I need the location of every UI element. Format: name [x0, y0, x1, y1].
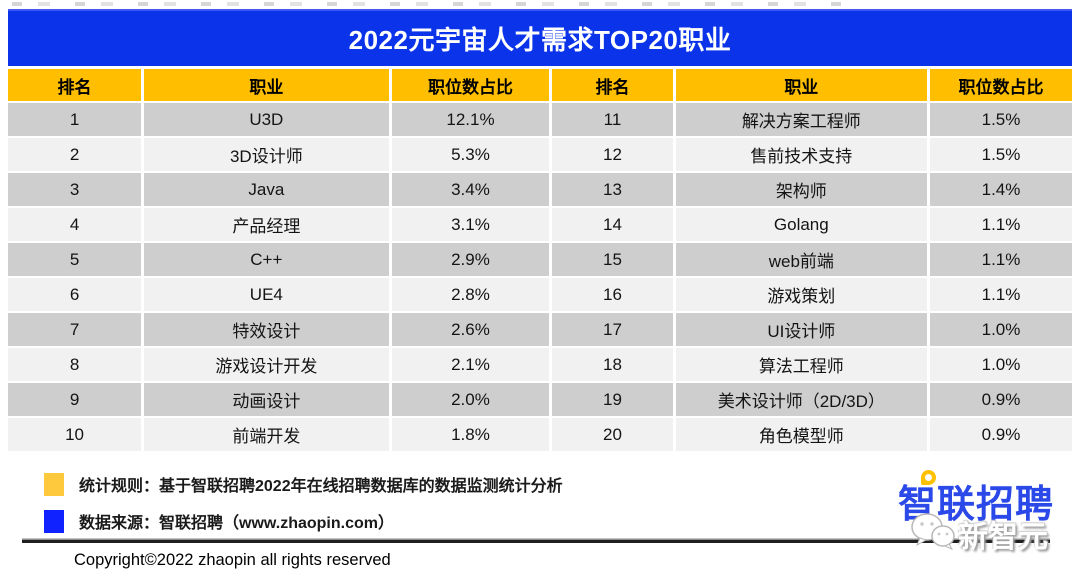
- legend-label: 统计规则：基于智联招聘2022年在线招聘数据库的数据监测统计分析: [79, 478, 563, 495]
- job-cell: 算法工程师: [675, 348, 928, 381]
- rank-cell: 18: [552, 348, 673, 381]
- share-cell: 1.0%: [930, 348, 1072, 381]
- job-cell: 前端开发: [144, 418, 389, 451]
- location-pin-icon: [920, 470, 936, 485]
- share-cell: 0.9%: [930, 418, 1072, 451]
- rank-cell: 6: [8, 278, 142, 311]
- job-cell: 售前技术支持: [675, 138, 928, 171]
- share-cell: 1.0%: [930, 313, 1072, 346]
- copyright-text: Copyright©2022 zhaopin all rights reserv…: [74, 551, 391, 569]
- job-cell: 产品经理: [144, 208, 389, 241]
- table-row: 6 UE4 2.8% 16 游戏策划 1.1%: [8, 278, 1072, 311]
- legend-label: 数据来源：智联招聘（www.zhaopin.com）: [79, 515, 394, 532]
- legend-swatch-yellow: [44, 472, 64, 496]
- job-cell: 架构师: [675, 173, 928, 206]
- rank-cell: 2: [8, 138, 142, 171]
- job-cell: C++: [144, 243, 389, 276]
- legend-item-stat-rule: 统计规则：基于智联招聘2022年在线招聘数据库的数据监测统计分析: [44, 472, 563, 496]
- footer: 统计规则：基于智联招聘2022年在线招聘数据库的数据监测统计分析 数据来源：智联…: [8, 451, 1072, 583]
- legend: 统计规则：基于智联招聘2022年在线招聘数据库的数据监测统计分析 数据来源：智联…: [44, 472, 563, 546]
- title-bar: 2022元宇宙人才需求TOP20职业: [8, 9, 1072, 66]
- column-header-job: 职业: [144, 69, 389, 101]
- share-cell: 0.9%: [930, 383, 1072, 416]
- job-cell: Golang: [675, 208, 928, 241]
- rank-cell: 7: [8, 313, 142, 346]
- rank-cell: 13: [552, 173, 673, 206]
- job-cell: UE4: [144, 278, 389, 311]
- column-header-share: 职位数占比: [930, 69, 1072, 101]
- rank-cell: 4: [8, 208, 142, 241]
- table-row: 10 前端开发 1.8% 20 角色模型师 0.9%: [8, 418, 1072, 451]
- watermark: 新智元: [910, 511, 1048, 556]
- job-cell: U3D: [144, 103, 389, 136]
- rank-cell: 16: [552, 278, 673, 311]
- table-row: 1 U3D 12.1% 11 解决方案工程师 1.5%: [8, 103, 1072, 136]
- column-header-rank: 排名: [8, 69, 142, 101]
- share-cell: 2.8%: [391, 278, 550, 311]
- table-row: 9 动画设计 2.0% 19 美术设计师（2D/3D） 0.9%: [8, 383, 1072, 416]
- share-cell: 12.1%: [391, 103, 550, 136]
- share-cell: 1.4%: [930, 173, 1072, 206]
- rank-cell: 15: [552, 243, 673, 276]
- table-row: 8 游戏设计开发 2.1% 18 算法工程师 1.0%: [8, 348, 1072, 381]
- share-cell: 3.1%: [391, 208, 550, 241]
- rank-cell: 5: [8, 243, 142, 276]
- job-cell: 美术设计师（2D/3D）: [675, 383, 928, 416]
- column-header-rank: 排名: [552, 69, 673, 101]
- table-row: 7 特效设计 2.6% 17 UI设计师 1.0%: [8, 313, 1072, 346]
- job-cell: 解决方案工程师: [675, 103, 928, 136]
- share-cell: 1.5%: [930, 138, 1072, 171]
- rank-cell: 14: [552, 208, 673, 241]
- job-cell: 角色模型师: [675, 418, 928, 451]
- clipped-text-remnant: [12, 2, 847, 6]
- share-cell: 1.1%: [930, 278, 1072, 311]
- share-cell: 2.6%: [391, 313, 550, 346]
- page-title: 2022元宇宙人才需求TOP20职业: [348, 25, 732, 55]
- job-cell: 游戏策划: [675, 278, 928, 311]
- job-cell: web前端: [675, 243, 928, 276]
- table-body: 1 U3D 12.1% 11 解决方案工程师 1.5% 2 3D设计师 5.3%…: [8, 103, 1072, 451]
- job-cell: 动画设计: [144, 383, 389, 416]
- share-cell: 1.5%: [930, 103, 1072, 136]
- share-cell: 1.1%: [930, 208, 1072, 241]
- rank-cell: 20: [552, 418, 673, 451]
- wechat-icon: [910, 511, 956, 556]
- table-row: 4 产品经理 3.1% 14 Golang 1.1%: [8, 208, 1072, 241]
- job-cell: UI设计师: [675, 313, 928, 346]
- job-cell: 特效设计: [144, 313, 389, 346]
- table-row: 2 3D设计师 5.3% 12 售前技术支持 1.5%: [8, 138, 1072, 171]
- rank-cell: 8: [8, 348, 142, 381]
- job-cell: 3D设计师: [144, 138, 389, 171]
- rank-cell: 3: [8, 173, 142, 206]
- rank-cell: 12: [552, 138, 673, 171]
- share-cell: 2.1%: [391, 348, 550, 381]
- table-header-row: 排名 职业 职位数占比 排名 职业 职位数占比: [8, 69, 1072, 101]
- watermark-text: 新智元: [958, 520, 1048, 554]
- rank-cell: 9: [8, 383, 142, 416]
- rank-cell: 19: [552, 383, 673, 416]
- rank-cell: 1: [8, 103, 142, 136]
- table-row: 3 Java 3.4% 13 架构师 1.4%: [8, 173, 1072, 206]
- job-cell: 游戏设计开发: [144, 348, 389, 381]
- table-row: 5 C++ 2.9% 15 web前端 1.1%: [8, 243, 1072, 276]
- job-cell: Java: [144, 173, 389, 206]
- legend-item-data-source: 数据来源：智联招聘（www.zhaopin.com）: [44, 509, 563, 533]
- share-cell: 1.8%: [391, 418, 550, 451]
- share-cell: 5.3%: [391, 138, 550, 171]
- share-cell: 1.1%: [930, 243, 1072, 276]
- rank-cell: 10: [8, 418, 142, 451]
- share-cell: 3.4%: [391, 173, 550, 206]
- column-header-job: 职业: [675, 69, 928, 101]
- share-cell: 2.9%: [391, 243, 550, 276]
- divider-line: [22, 540, 1050, 543]
- legend-swatch-blue: [44, 509, 64, 533]
- column-header-share: 职位数占比: [391, 69, 550, 101]
- rank-cell: 17: [552, 313, 673, 346]
- rank-cell: 11: [552, 103, 673, 136]
- share-cell: 2.0%: [391, 383, 550, 416]
